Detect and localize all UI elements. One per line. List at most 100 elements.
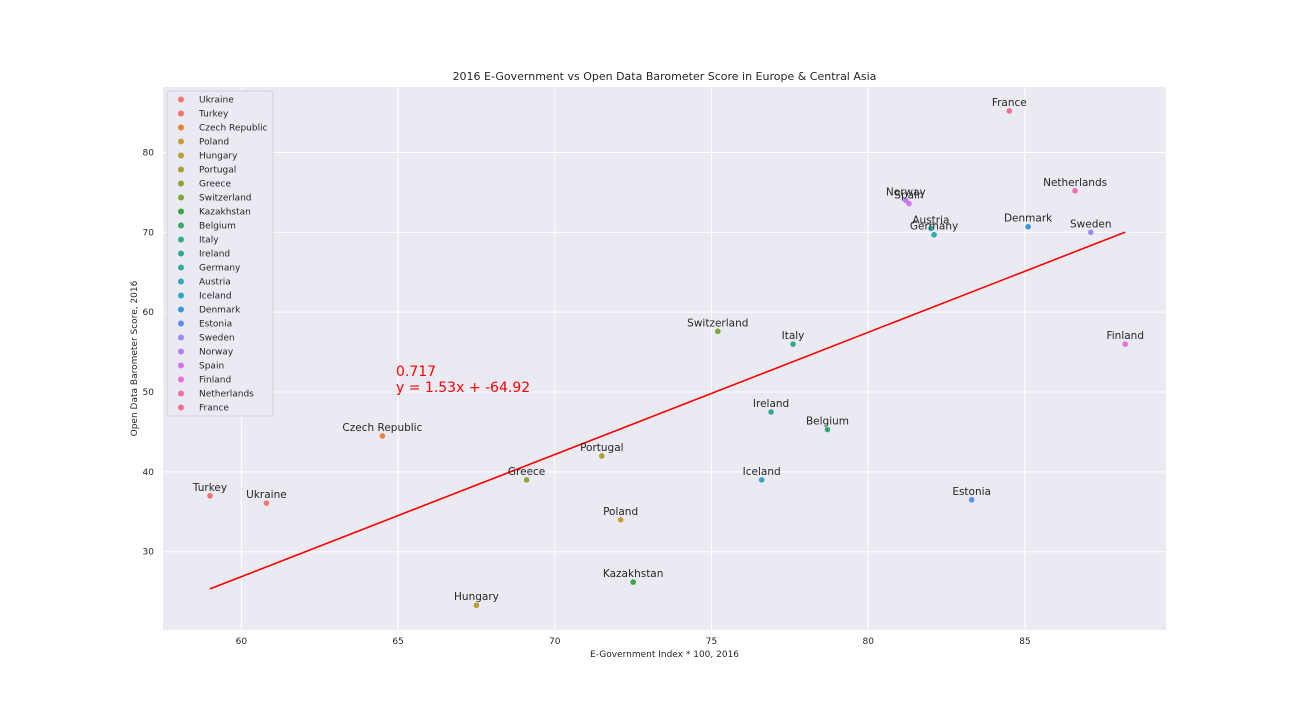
legend-entry: Kazakhstan <box>199 208 251 218</box>
point-label: Germany <box>910 221 958 233</box>
x-tick-label: 65 <box>392 637 403 647</box>
legend-entry: Poland <box>199 138 229 148</box>
legend-entry: Sweden <box>199 334 235 344</box>
y-tick-label: 40 <box>143 468 155 478</box>
data-point-denmark <box>1025 223 1031 230</box>
legend-marker <box>178 194 184 201</box>
legend-marker <box>178 404 184 411</box>
point-label: Portugal <box>580 442 624 454</box>
data-point-switzerland <box>714 328 721 335</box>
point-label: Switzerland <box>687 317 748 329</box>
data-point-greece <box>523 477 530 483</box>
legend-marker <box>178 180 184 187</box>
legend-entry: Germany <box>199 264 241 274</box>
regression-r-label: 0.717 <box>396 364 436 380</box>
legend-marker <box>178 222 184 229</box>
x-tick-label: 80 <box>863 637 875 647</box>
legend-entry: Belgium <box>199 222 236 232</box>
regression-equation-label: y = 1.53x + -64.92 <box>396 380 530 396</box>
legend-entry: Finland <box>199 376 231 386</box>
x-tick-label: 60 <box>236 637 248 647</box>
legend-entry: Estonia <box>199 320 232 330</box>
y-axis-label: Open Data Barometer Score, 2016 <box>130 280 140 436</box>
point-label: Ukraine <box>246 489 287 501</box>
point-label: France <box>992 97 1027 109</box>
legend-marker <box>178 96 184 103</box>
plot-area <box>163 87 1166 630</box>
legend-marker <box>178 208 184 215</box>
x-tick-labels: 60 65 70 75 80 85 <box>236 637 1031 647</box>
y-tick-label: 30 <box>143 548 155 558</box>
point-label: Hungary <box>454 591 499 603</box>
legend-entry: Iceland <box>199 292 232 302</box>
data-point-poland <box>617 517 624 523</box>
legend-marker <box>178 166 184 173</box>
legend-marker <box>178 250 184 257</box>
data-point-finland <box>1122 341 1129 347</box>
x-axis-label: E-Government Index * 100, 2016 <box>590 650 739 660</box>
legend-items: Ukraine Turkey Czech Republic Poland Hungary… <box>178 96 268 414</box>
x-tick-label: 85 <box>1019 637 1030 647</box>
x-tick-label: 75 <box>706 637 717 647</box>
data-point-ukraine <box>263 500 270 506</box>
data-point-portugal <box>599 453 605 459</box>
legend-entry: Denmark <box>199 306 241 316</box>
legend-entry: France <box>199 404 229 414</box>
legend-marker <box>178 138 184 145</box>
regression-line <box>209 231 1126 590</box>
legend-entry: Hungary <box>199 152 238 162</box>
legend-marker <box>178 306 184 313</box>
point-label: Czech Republic <box>342 422 422 434</box>
data-points <box>207 108 1129 609</box>
point-label: Norway <box>886 186 926 198</box>
legend-marker <box>178 110 184 117</box>
legend-marker <box>178 278 184 285</box>
point-label: Denmark <box>1004 213 1053 225</box>
point-label: Spain <box>894 190 923 202</box>
y-tick-label: 60 <box>143 308 155 318</box>
regression-line-group <box>209 231 1126 590</box>
data-point-turkey <box>207 493 213 499</box>
legend-entry: Greece <box>199 180 231 190</box>
legend-marker <box>178 152 184 159</box>
point-label: Iceland <box>743 466 781 478</box>
data-point-iceland <box>758 477 765 483</box>
x-tick-label: 70 <box>549 637 561 647</box>
legend: Ukraine Turkey Czech Republic Poland Hungary… <box>166 90 274 417</box>
legend-entry: Norway <box>199 348 234 358</box>
y-tick-label: 80 <box>143 148 155 158</box>
grid-lines <box>163 87 1166 630</box>
legend-entry: Austria <box>199 278 231 288</box>
legend-marker <box>178 264 184 271</box>
point-label: Belgium <box>806 416 849 428</box>
point-label: Netherlands <box>1043 177 1107 189</box>
point-labels: Ukraine Turkey Czech Republic Poland Hungary… <box>192 97 1144 603</box>
y-tick-label: 70 <box>143 228 155 238</box>
data-point-kazakhstan <box>630 579 636 585</box>
data-point-netherlands <box>1072 188 1078 194</box>
legend-entry: Czech Republic <box>199 124 268 134</box>
y-tick-label: 50 <box>143 388 155 398</box>
y-tick-labels: 30 40 50 60 70 80 <box>143 148 155 557</box>
data-point-france <box>1006 108 1013 114</box>
legend-entry: Switzerland <box>199 194 252 204</box>
legend-marker <box>178 292 184 299</box>
legend-marker <box>178 124 184 131</box>
legend-frame <box>166 90 274 417</box>
legend-entry: Portugal <box>199 166 236 176</box>
point-label: Kazakhstan <box>603 568 664 580</box>
point-label: Estonia <box>952 486 991 498</box>
data-point-ireland <box>768 409 774 415</box>
data-point-czech-republic <box>379 433 386 439</box>
legend-entry: Spain <box>199 362 224 372</box>
data-point-belgium <box>824 426 831 433</box>
legend-marker <box>178 236 184 243</box>
point-label: Austria <box>912 214 949 226</box>
data-point-estonia <box>968 497 975 503</box>
legend-marker <box>178 320 184 327</box>
point-label: Sweden <box>1070 218 1112 230</box>
legend-marker <box>178 334 184 341</box>
legend-marker <box>178 376 184 383</box>
data-point-austria <box>928 225 934 232</box>
